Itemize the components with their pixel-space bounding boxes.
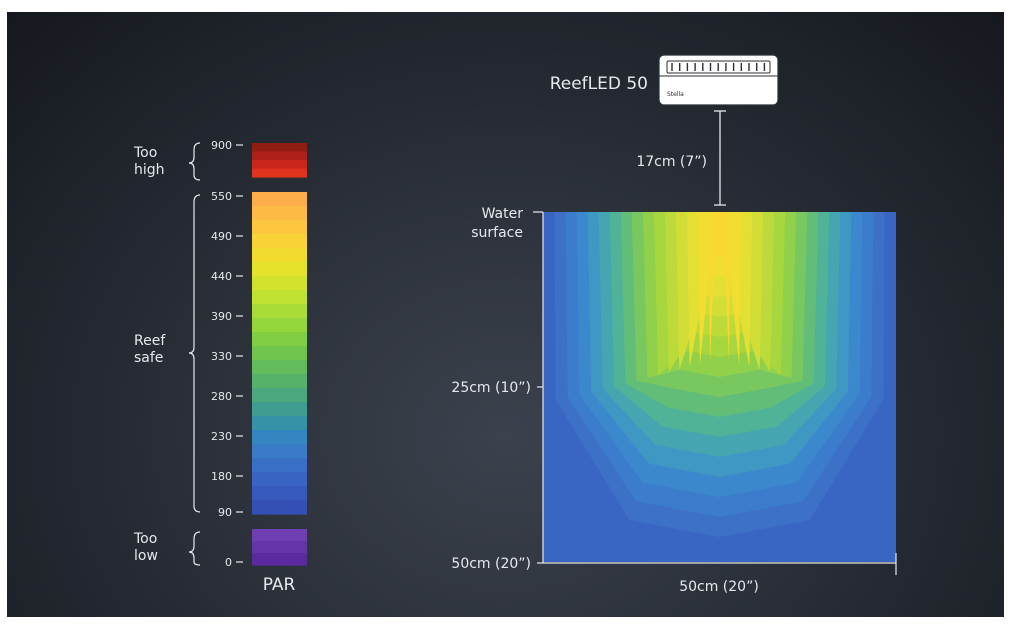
too-low-label-1: Too	[133, 531, 157, 547]
par-heatmap	[543, 212, 896, 562]
scale-too-low	[252, 529, 307, 566]
reef-safe-segment	[252, 262, 307, 277]
too-high-segment	[252, 168, 307, 178]
scale-tick-label: 0	[225, 556, 232, 569]
water-surface-label-2: surface	[471, 225, 523, 241]
heatmap-level-band	[697, 212, 742, 365]
reef-safe-segment	[252, 374, 307, 389]
too-high-label-2: high	[134, 162, 165, 178]
device-name-label: ReefLED 50	[550, 74, 648, 94]
too-high-label-1: Too	[133, 145, 157, 161]
scale-tick-label: 490	[211, 230, 232, 243]
reef-safe-segment	[252, 472, 307, 487]
reef-safe-segment	[252, 458, 307, 473]
reef-safe-segment	[252, 248, 307, 263]
reef-safe-segment	[252, 388, 307, 403]
scale-tick-label: 900	[211, 139, 232, 152]
scale-tick-label: 390	[211, 310, 232, 323]
heatmap-level-band	[708, 212, 731, 362]
width-axis	[543, 553, 897, 575]
reef-safe-segment	[252, 346, 307, 361]
too-low-segment	[252, 541, 307, 554]
reef-safe-segment	[252, 416, 307, 431]
scale-tick-label: 440	[211, 270, 232, 283]
reef-safe-segment	[252, 192, 307, 207]
diagram-svg: Stella ReefLED 50 17cm (7”) Water surfac…	[133, 54, 897, 595]
brace-too-low	[188, 531, 201, 566]
scale-tick-label: 550	[211, 190, 232, 203]
too-low-segment	[252, 529, 307, 542]
reef-safe-segment	[252, 360, 307, 375]
reef-safe-segment	[252, 444, 307, 459]
reef-safe-segment	[252, 318, 307, 333]
scale-tick-label: 330	[211, 350, 232, 363]
depth-axis	[533, 211, 544, 564]
scale-reef-safe	[252, 192, 307, 515]
distance-marker	[714, 110, 726, 206]
reef-safe-segment	[252, 486, 307, 501]
reef-safe-segment	[252, 206, 307, 221]
reef-safe-segment	[252, 220, 307, 235]
reef-safe-segment	[252, 304, 307, 319]
scale-tick-label: 90	[218, 506, 232, 519]
reef-safe-segment	[252, 276, 307, 291]
too-high-segment	[252, 160, 307, 170]
depth-mid-label: 25cm (10”)	[451, 380, 531, 396]
reef-safe-segment	[252, 402, 307, 417]
reef-safe-segment	[252, 332, 307, 347]
too-low-segment	[252, 553, 307, 566]
reef-safe-segment	[252, 500, 307, 515]
width-label: 50cm (20”)	[679, 579, 759, 595]
scale-tick-label: 180	[211, 470, 232, 483]
reef-safe-segment	[252, 290, 307, 305]
par-title: PAR	[263, 575, 296, 595]
scale-too-high	[252, 143, 307, 178]
reef-safe-label-2: safe	[134, 350, 163, 366]
reef-safe-segment	[252, 430, 307, 445]
scale-tick-label: 230	[211, 430, 232, 443]
brace-too-high	[188, 142, 201, 181]
reefled-device: Stella	[658, 54, 779, 106]
zone-braces	[188, 142, 201, 566]
too-low-label-2: low	[134, 548, 158, 564]
reef-safe-segment	[252, 234, 307, 249]
too-high-segment	[252, 151, 307, 161]
brace-reef-safe	[188, 194, 201, 513]
device-brand-label: Stella	[667, 91, 684, 98]
diagram-canvas: Stella ReefLED 50 17cm (7”) Water surfac…	[7, 12, 1004, 617]
depth-bottom-label: 50cm (20”)	[451, 556, 531, 572]
scale-tick-label: 280	[211, 390, 232, 403]
water-surface-label-1: Water	[482, 206, 524, 222]
too-high-segment	[252, 143, 307, 153]
reef-safe-label-1: Reef	[134, 333, 166, 349]
distance-label: 17cm (7”)	[636, 154, 707, 170]
